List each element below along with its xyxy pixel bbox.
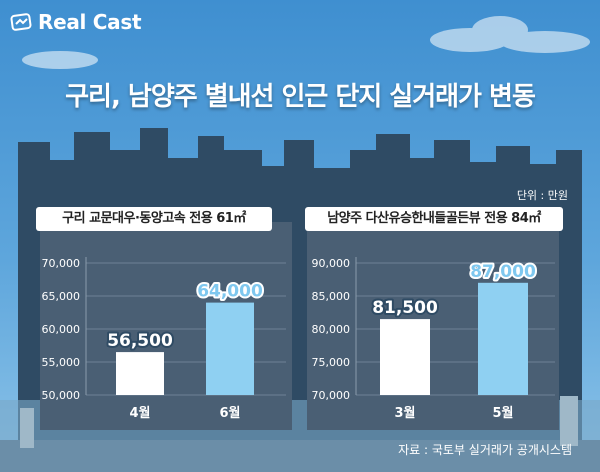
chart-1-category-label: 6월 (219, 405, 240, 421)
chart-1-ytick-label: 55,000 (42, 356, 81, 369)
chart-1-value-label: 64,000 (197, 282, 263, 302)
chart-1-ytick-label: 70,000 (42, 257, 81, 270)
chart-1-value-label: 56,500 (107, 331, 173, 351)
chart-1-ytick-label: 60,000 (42, 323, 81, 336)
page-title: 구리, 남양주 별내선 인근 단지 실거래가 변동 (65, 82, 536, 112)
chart-1-ytick-label: 50,000 (42, 389, 81, 402)
source-note: 자료 : 국토부 실거래가 공개시스템 (398, 443, 572, 457)
chart-1-category-label: 4월 (129, 405, 150, 421)
cloud-decoration (22, 16, 590, 69)
brand-logo: Real Cast (10, 10, 142, 34)
chart-2-value-label: 87,000 (470, 262, 536, 282)
chart-2-bar (478, 282, 528, 395)
realcast-logo-icon (10, 13, 32, 31)
chart-1-ytick-label: 65,000 (42, 290, 81, 303)
chart-2-ytick-label: 90,000 (312, 257, 351, 270)
chart-2-category-label: 5월 (492, 405, 513, 421)
chart-2-value-label: 81,500 (372, 298, 438, 318)
chart-1-bar (116, 352, 164, 395)
unit-note: 단위 : 만원 (516, 189, 568, 202)
brand-name: Real Cast (38, 10, 142, 34)
chart-2-title: 남양주 다산유승한내들골든뷰 전용 84㎡ (305, 207, 563, 231)
chart-2-ytick-label: 70,000 (312, 389, 351, 402)
chart-2-ytick-label: 80,000 (312, 323, 351, 336)
chart-1-bar (206, 302, 254, 395)
chart-1-title: 구리 교문대우·동양고속 전용 61㎡ (36, 207, 272, 231)
chart-2-category-label: 3월 (394, 405, 415, 421)
chart-2-ytick-label: 85,000 (312, 290, 351, 303)
chart-2-bar (380, 319, 430, 395)
chart-2-ytick-label: 75,000 (312, 356, 351, 369)
